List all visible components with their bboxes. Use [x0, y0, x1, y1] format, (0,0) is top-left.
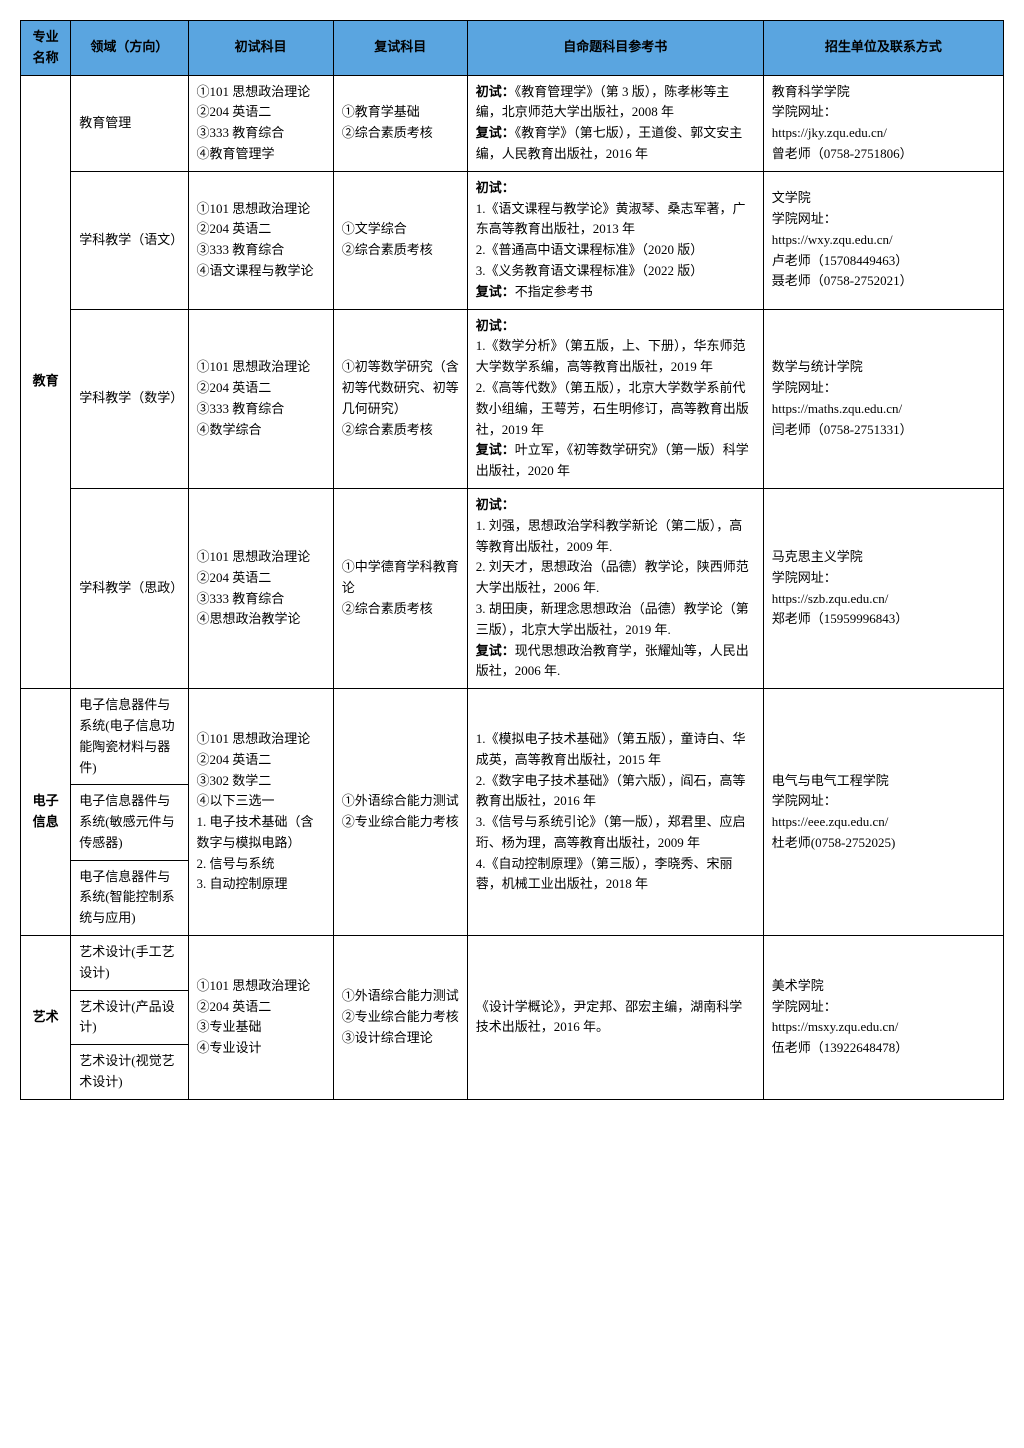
header-direction: 领域（方向）: [71, 21, 188, 76]
reference-cell: 初试：1.《数学分析》（第五版，上、下册），华东师范大学数学系编，高等教育出版社…: [467, 309, 763, 488]
contact-cell: 文学院学院网址：https://wxy.zqu.edu.cn/卢老师（15708…: [763, 171, 1003, 309]
reference-cell: 初试：1. 刘强，思想政治学科教学新论（第二版），高等教育出版社，2009 年.…: [467, 488, 763, 688]
direction-cell: 电子信息器件与系统(智能控制系统与应用): [71, 860, 188, 935]
exam2-cell: ①外语综合能力测试②专业综合能力考核③设计综合理论: [333, 936, 467, 1100]
major-cell: 电子信息: [21, 689, 71, 936]
contact-cell: 美术学院学院网址：https://msxy.zqu.edu.cn/伍老师（139…: [763, 936, 1003, 1100]
exam1-cell: ①101 思想政治理论②204 英语二③333 教育综合④思想政治教学论: [188, 488, 333, 688]
contact-cell: 教育科学学院学院网址：https://jky.zqu.edu.cn/曾老师（07…: [763, 75, 1003, 171]
reference-cell: 初试：1.《语文课程与教学论》黄淑琴、桑志军著，广东高等教育出版社，2013 年…: [467, 171, 763, 309]
exam1-cell: ①101 思想政治理论②204 英语二③333 教育综合④教育管理学: [188, 75, 333, 171]
table-row: 艺术 艺术设计(手工艺设计) ①101 思想政治理论②204 英语二③专业基础④…: [21, 936, 1004, 991]
header-contact: 招生单位及联系方式: [763, 21, 1003, 76]
exam1-cell: ①101 思想政治理论②204 英语二③302 数学二④以下三选一1. 电子技术…: [188, 689, 333, 936]
exam2-cell: ①文学综合②综合素质考核: [333, 171, 467, 309]
table-row: 教育 教育管理 ①101 思想政治理论②204 英语二③333 教育综合④教育管…: [21, 75, 1004, 171]
contact-cell: 电气与电气工程学院学院网址：https://eee.zqu.edu.cn/杜老师…: [763, 689, 1003, 936]
table-row: 电子信息 电子信息器件与系统(电子信息功能陶瓷材料与器件) ①101 思想政治理…: [21, 689, 1004, 785]
contact-cell: 数学与统计学院学院网址：https://maths.zqu.edu.cn/闫老师…: [763, 309, 1003, 488]
exam1-cell: ①101 思想政治理论②204 英语二③333 教育综合④语文课程与教学论: [188, 171, 333, 309]
direction-cell: 艺术设计(视觉艺术设计): [71, 1045, 188, 1100]
major-cell: 教育: [21, 75, 71, 689]
curriculum-table: 专业名称 领域（方向） 初试科目 复试科目 自命题科目参考书 招生单位及联系方式…: [20, 20, 1004, 1100]
exam1-cell: ①101 思想政治理论②204 英语二③333 教育综合④数学综合: [188, 309, 333, 488]
direction-cell: 学科教学（思政）: [71, 488, 188, 688]
header-major: 专业名称: [21, 21, 71, 76]
table-row: 学科教学（思政） ①101 思想政治理论②204 英语二③333 教育综合④思想…: [21, 488, 1004, 688]
reference-cell: 《设计学概论》，尹定邦、邵宏主编，湖南科学技术出版社，2016 年。: [467, 936, 763, 1100]
exam1-cell: ①101 思想政治理论②204 英语二③专业基础④专业设计: [188, 936, 333, 1100]
exam2-cell: ①教育学基础②综合素质考核: [333, 75, 467, 171]
direction-cell: 学科教学（数学）: [71, 309, 188, 488]
reference-cell: 1.《模拟电子技术基础》（第五版），童诗白、华成英，高等教育出版社，2015 年…: [467, 689, 763, 936]
header-reference: 自命题科目参考书: [467, 21, 763, 76]
header-row: 专业名称 领域（方向） 初试科目 复试科目 自命题科目参考书 招生单位及联系方式: [21, 21, 1004, 76]
exam2-cell: ①中学德育学科教育论②综合素质考核: [333, 488, 467, 688]
direction-cell: 教育管理: [71, 75, 188, 171]
table-row: 学科教学（数学） ①101 思想政治理论②204 英语二③333 教育综合④数学…: [21, 309, 1004, 488]
header-exam1: 初试科目: [188, 21, 333, 76]
contact-cell: 马克思主义学院学院网址：https://szb.zqu.edu.cn/郑老师（1…: [763, 488, 1003, 688]
direction-cell: 艺术设计(产品设计): [71, 990, 188, 1045]
exam2-cell: ①初等数学研究（含初等代数研究、初等几何研究）②综合素质考核: [333, 309, 467, 488]
major-cell: 艺术: [21, 936, 71, 1100]
direction-cell: 电子信息器件与系统(电子信息功能陶瓷材料与器件): [71, 689, 188, 785]
direction-cell: 艺术设计(手工艺设计): [71, 936, 188, 991]
reference-cell: 初试：《教育管理学》（第 3 版），陈孝彬等主编，北京师范大学出版社，2008 …: [467, 75, 763, 171]
direction-cell: 电子信息器件与系统(敏感元件与传感器): [71, 785, 188, 860]
table-row: 学科教学（语文） ①101 思想政治理论②204 英语二③333 教育综合④语文…: [21, 171, 1004, 309]
direction-cell: 学科教学（语文）: [71, 171, 188, 309]
header-exam2: 复试科目: [333, 21, 467, 76]
exam2-cell: ①外语综合能力测试②专业综合能力考核: [333, 689, 467, 936]
